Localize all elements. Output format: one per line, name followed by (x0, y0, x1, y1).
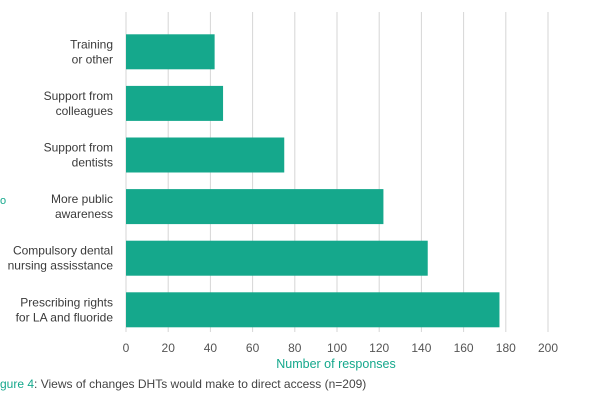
cropped-side-mark: o (0, 195, 7, 207)
category-label: Support from dentists (44, 141, 113, 170)
category-label: More public awareness (51, 192, 113, 221)
bar (126, 137, 285, 173)
category-label-line: or other (72, 52, 113, 66)
bar (126, 292, 500, 328)
x-tick-label: 100 (327, 341, 347, 355)
category-label-line: Training (70, 37, 113, 51)
category-label-line: dentists (72, 156, 113, 170)
x-tick-label: 160 (454, 341, 474, 355)
category-label: Training or other (70, 37, 113, 66)
category-label-line: Support from (44, 89, 113, 103)
x-tick-label: 60 (246, 341, 260, 355)
category-label: Prescribing rights for LA and fluoride (16, 295, 114, 324)
x-tick-label: 140 (411, 341, 431, 355)
category-label-line: nursing assisstance (8, 259, 114, 273)
x-tick-label: 40 (204, 341, 218, 355)
figure-label: gure 4 (0, 377, 35, 391)
bar (126, 85, 224, 121)
category-label: Compulsory dental nursing assisstance (8, 244, 114, 273)
bar (126, 240, 428, 276)
x-tick-labels: 0 20 40 60 80 100 120 140 160 180 200 (123, 341, 559, 355)
x-tick-label: 180 (496, 341, 516, 355)
category-label-line: awareness (55, 207, 113, 221)
x-tick-label: 200 (538, 341, 558, 355)
caption-text: : Views of changes DHTs would make to di… (34, 377, 367, 391)
figure-caption: gure 4: Views of changes DHTs would make… (0, 377, 366, 391)
x-tick-label: 0 (123, 341, 130, 355)
category-label-line: for LA and fluoride (16, 310, 114, 324)
category-label-line: Prescribing rights (20, 295, 113, 309)
category-label-line: Compulsory dental (13, 244, 113, 258)
bars (126, 34, 500, 328)
category-label: Support from colleagues (44, 89, 113, 118)
category-label-line: Support from (44, 141, 113, 155)
bar (126, 34, 215, 70)
category-label-line: colleagues (56, 104, 113, 118)
x-axis-title: Number of responses (276, 357, 396, 371)
category-label-line: More public (51, 192, 113, 206)
x-tick-label: 120 (369, 341, 389, 355)
x-tick-label: 20 (162, 341, 176, 355)
bar (126, 189, 384, 225)
x-tick-label: 80 (288, 341, 302, 355)
